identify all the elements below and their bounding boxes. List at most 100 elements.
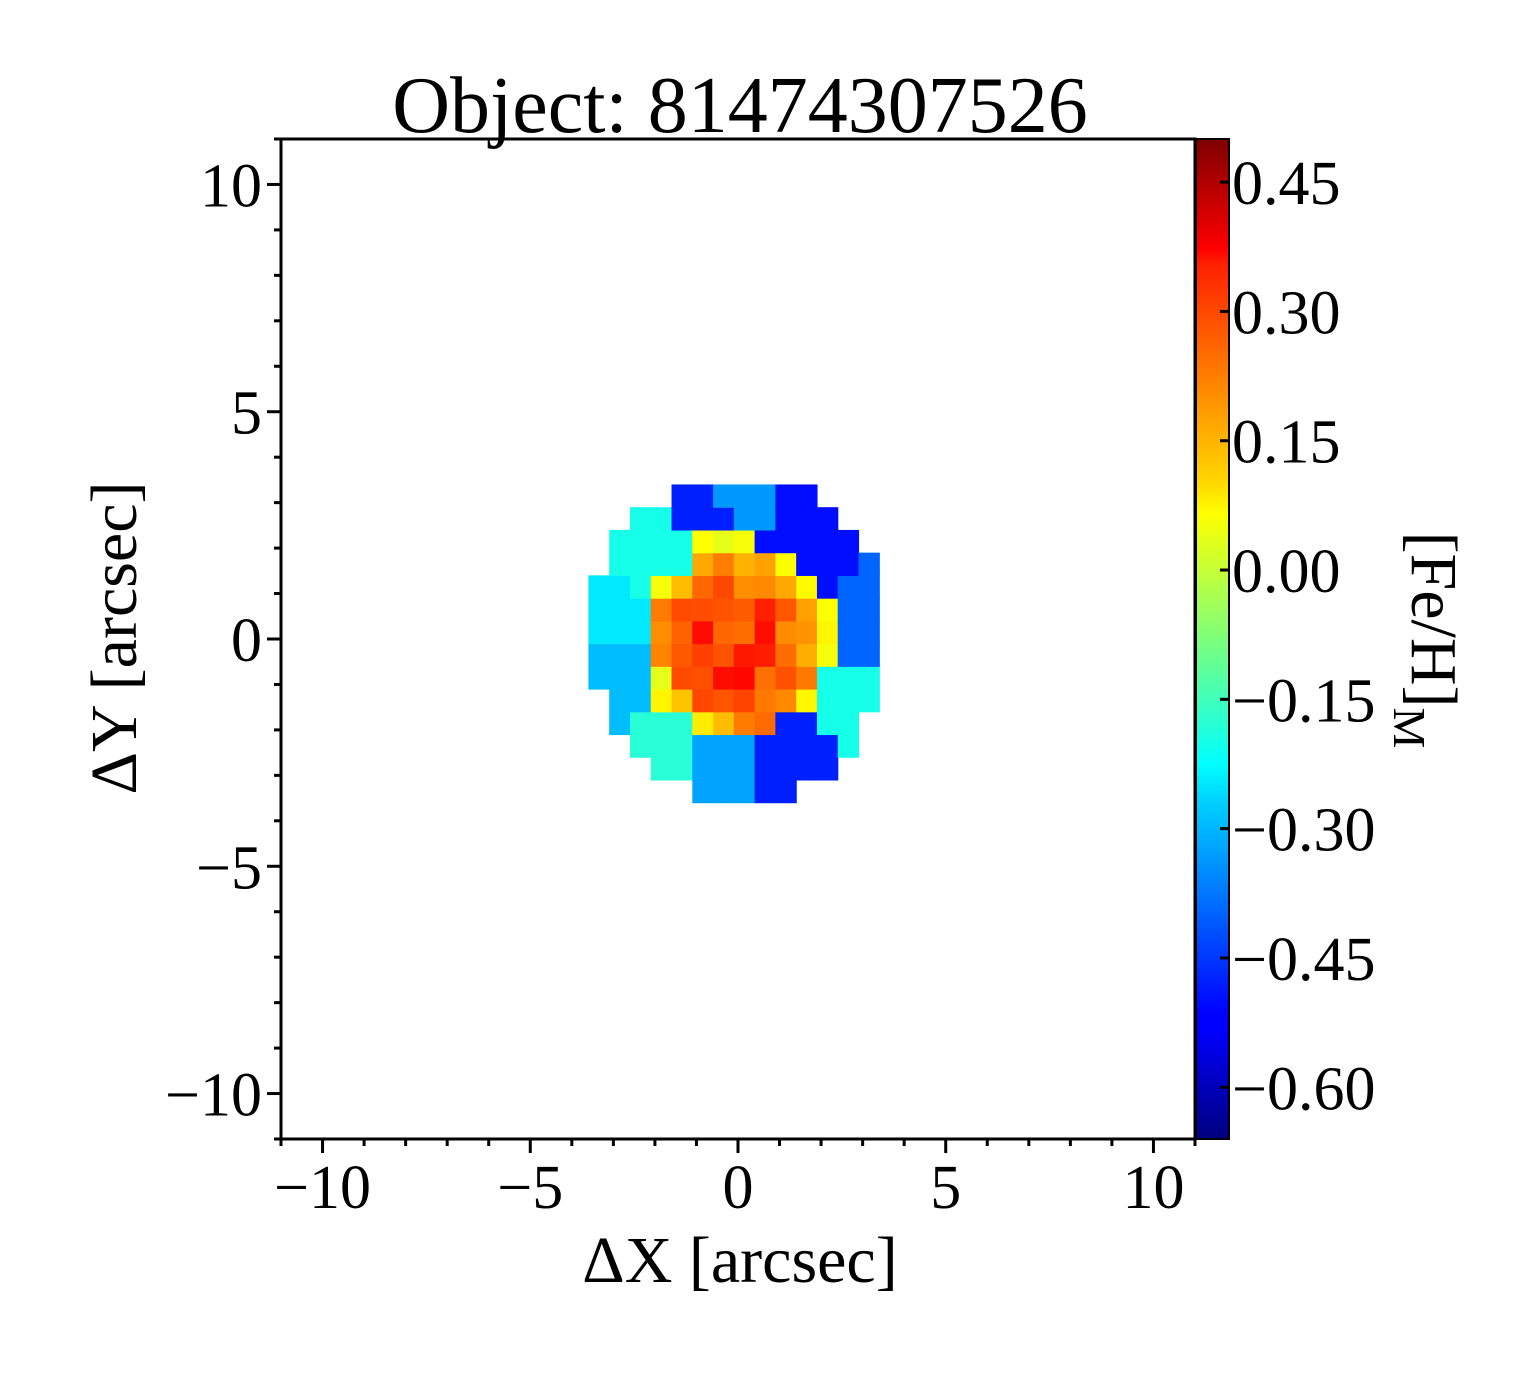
map-pixel (816, 689, 839, 713)
map-pixel (713, 757, 735, 781)
map-pixel (796, 529, 818, 554)
x-tick-label: −5 (497, 1154, 563, 1222)
y-tick-label: 10 (200, 152, 262, 220)
map-pixel (775, 484, 797, 508)
map-pixel (775, 779, 797, 804)
map-pixel (671, 598, 693, 622)
map-pixel (796, 598, 818, 622)
map-pixel (816, 666, 839, 690)
map-pixel (629, 620, 652, 645)
map-pixel (816, 757, 839, 781)
map-pixel (609, 529, 631, 554)
y-tick-label: −5 (196, 834, 262, 902)
map-pixel (713, 507, 735, 531)
map-pixel (733, 529, 756, 554)
map-pixel (609, 711, 631, 736)
map-pixel (775, 666, 797, 690)
colorbar-tick-label: −0.15 (1232, 667, 1375, 735)
map-pixel (858, 689, 880, 713)
map-pixel (713, 666, 735, 690)
map-pixel (837, 529, 860, 554)
colorbar-tick-label: 0.15 (1232, 409, 1341, 477)
map-pixel (588, 598, 610, 622)
map-pixel (713, 734, 735, 758)
map-pixel (692, 689, 714, 713)
map-pixel (754, 552, 776, 576)
map-pixel (796, 689, 818, 713)
map-pixel (692, 507, 714, 531)
map-pixel (713, 575, 735, 599)
map-pixel (796, 734, 818, 758)
colorbar-tick-label: −0.30 (1232, 797, 1375, 865)
map-pixel (629, 575, 652, 599)
map-pixel (754, 779, 776, 804)
map-pixel (650, 507, 673, 531)
map-pixel (733, 734, 756, 758)
map-pixel (754, 734, 776, 758)
map-pixel (609, 689, 631, 713)
map-pixel (837, 552, 860, 576)
map-pixel (796, 620, 818, 645)
map-pixel (733, 620, 756, 645)
map-pixel (837, 643, 860, 667)
map-pixel (775, 757, 797, 781)
map-pixel (796, 575, 818, 599)
colorbar-axis: 0.45 0.30 0.15 0.00 −0.15 −0.30 −0.45 −0.60 (1220, 150, 1375, 1123)
map-pixel (692, 734, 714, 758)
map-pixel (671, 689, 693, 713)
map-pixel (650, 666, 673, 690)
map-pixel (754, 529, 776, 554)
map-pixel (713, 552, 735, 576)
map-pixel (816, 507, 839, 531)
map-pixel (692, 711, 714, 736)
map-pixel (650, 529, 673, 554)
map-pixel (609, 620, 631, 645)
map-pixel (629, 598, 652, 622)
map-pixel (609, 552, 631, 576)
x-axis-label: ΔX [arcsec] (582, 1224, 897, 1297)
svg-text:[Fe/H]M: [Fe/H]M (1384, 532, 1470, 749)
map-pixel (816, 620, 839, 645)
map-pixel (858, 666, 880, 690)
map-pixel (816, 598, 839, 622)
map-pixel (650, 552, 673, 576)
map-pixel (671, 666, 693, 690)
y-axis-label: ΔY [arcsec] (78, 482, 151, 795)
map-pixel (733, 598, 756, 622)
map-pixel (609, 643, 631, 667)
map-pixel (775, 711, 797, 736)
colorbar-label: [Fe/H]M (1384, 532, 1470, 749)
map-pixel (629, 734, 652, 758)
map-pixel (733, 757, 756, 781)
map-pixel (733, 643, 756, 667)
map-pixel (775, 689, 797, 713)
map-pixel (713, 779, 735, 804)
map-pixel (837, 598, 860, 622)
map-pixel (588, 575, 610, 599)
map-pixel (837, 711, 860, 736)
map-pixel (671, 507, 693, 531)
map-pixel (650, 575, 673, 599)
map-pixel (733, 484, 756, 508)
metallicity-map (588, 484, 880, 804)
map-pixel (775, 575, 797, 599)
map-pixel (692, 666, 714, 690)
map-pixel (775, 643, 797, 667)
map-pixel (629, 529, 652, 554)
colorbar-label-subscript: M (1384, 708, 1435, 749)
y-tick-label: 5 (231, 380, 262, 448)
map-pixel (754, 620, 776, 645)
map-pixel (775, 552, 797, 576)
map-pixel (692, 643, 714, 667)
map-pixel (816, 643, 839, 667)
map-pixel (796, 552, 818, 576)
map-pixel (754, 598, 776, 622)
map-pixel (629, 643, 652, 667)
colorbar-tick-label: −0.60 (1232, 1055, 1375, 1123)
y-tick-label: −10 (165, 1062, 262, 1130)
map-pixel (754, 575, 776, 599)
colorbar-tick-label: 0.00 (1232, 538, 1341, 606)
map-pixel (837, 734, 860, 758)
map-pixel (858, 620, 880, 645)
